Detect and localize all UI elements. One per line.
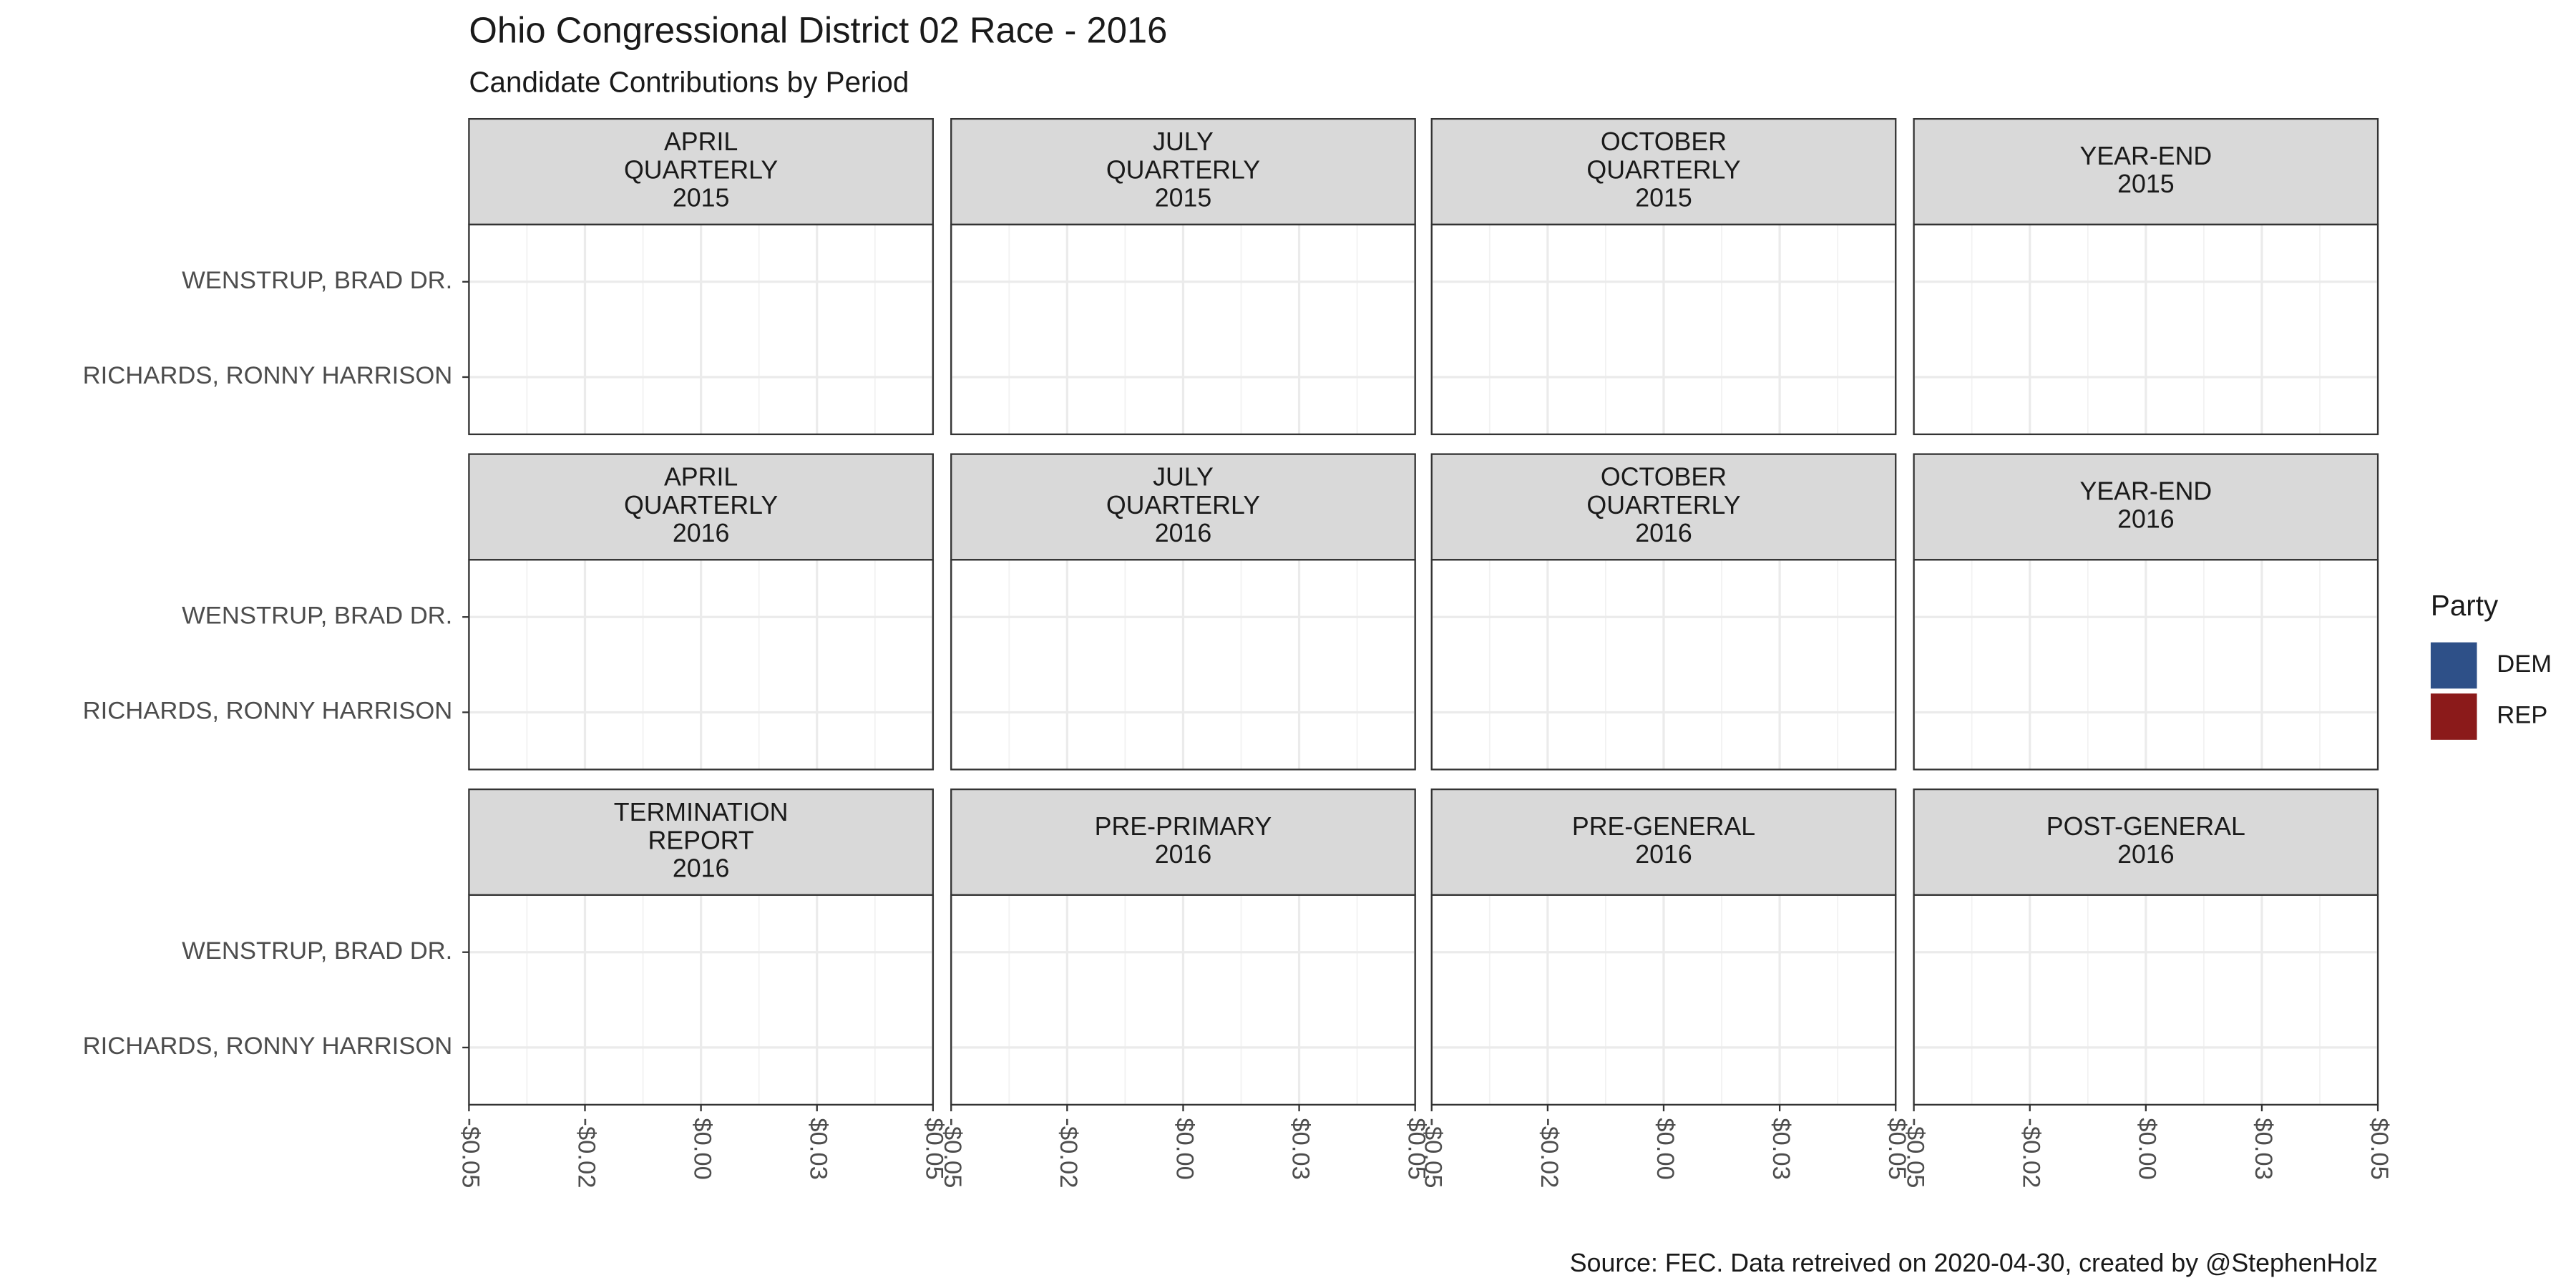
legend-label: REP — [2497, 702, 2547, 729]
panel-border — [1430, 559, 1897, 771]
caption: Source: FEC. Data retreived on 2020-04-3… — [1570, 1249, 2378, 1277]
facet-label: PRE-GENERAL — [1572, 812, 1755, 841]
facet-label: QUARTERLY — [624, 155, 778, 184]
x-tick-label: -$0.05 — [457, 1118, 484, 1188]
facet-label: REPORT — [648, 826, 753, 854]
x-tick-label: $0.00 — [2134, 1118, 2161, 1180]
chart-subtitle: Candidate Contributions by Period — [469, 65, 909, 98]
panel-border — [1913, 559, 2379, 771]
facet-strip — [1430, 453, 1897, 561]
x-tick-label: $0.03 — [1287, 1118, 1314, 1180]
panel-border — [1430, 223, 1897, 436]
facet-label: QUARTERLY — [1586, 491, 1740, 519]
y-tick-label: WENSTRUP, BRAD DR. — [182, 602, 452, 629]
x-tick-label: -$0.02 — [1536, 1118, 1563, 1188]
y-tick-label: WENSTRUP, BRAD DR. — [182, 937, 452, 965]
legend-swatch — [2430, 693, 2477, 740]
facet-strip — [950, 453, 1416, 561]
facet-label: 2015 — [1635, 184, 1692, 213]
x-tick-label: $0.03 — [2250, 1118, 2277, 1180]
y-tick-label: RICHARDS, RONNY HARRISON — [83, 362, 453, 389]
y-tick-label: WENSTRUP, BRAD DR. — [182, 267, 452, 294]
x-tick-label: $0.05 — [921, 1118, 948, 1180]
x-tick-label: $0.05 — [2366, 1118, 2393, 1180]
facet-strip — [1913, 117, 2379, 225]
facet-strip — [1430, 117, 1897, 225]
facet-label: 2015 — [1155, 184, 1212, 213]
x-tick-label: $0.03 — [805, 1118, 832, 1180]
facet-label: 2016 — [1155, 519, 1212, 547]
panel-border — [1913, 223, 2379, 436]
x-tick-label: -$0.02 — [572, 1118, 600, 1188]
facet-label: APRIL — [664, 127, 738, 156]
facet-label: QUARTERLY — [1586, 155, 1740, 184]
x-tick-label: $0.00 — [1652, 1118, 1679, 1180]
facet-strip — [1430, 788, 1897, 896]
facet-label: YEAR-END — [2079, 142, 2212, 170]
x-tick-label: $0.00 — [688, 1118, 716, 1180]
x-tick-label: $0.03 — [1767, 1118, 1795, 1180]
facet-strip — [468, 453, 934, 561]
facet-label: PRE-PRIMARY — [1095, 812, 1272, 841]
facet-label: 2015 — [673, 184, 730, 213]
x-tick-label: -$0.05 — [939, 1118, 966, 1188]
facet-label: JULY — [1153, 127, 1214, 156]
legend-swatch — [2430, 642, 2477, 689]
y-tick-label: RICHARDS, RONNY HARRISON — [83, 698, 453, 725]
x-tick-label: -$0.05 — [1420, 1118, 1447, 1188]
facet-strip — [468, 117, 934, 225]
facet-label: OCTOBER — [1601, 463, 1727, 492]
panel-border — [468, 223, 934, 436]
facet-label: 2016 — [2117, 505, 2175, 534]
facet-label: POST-GENERAL — [2046, 812, 2245, 841]
legend-label: DEM — [2497, 650, 2552, 678]
facet-label: YEAR-END — [2079, 477, 2212, 505]
facet-strip — [468, 788, 934, 896]
chart-title: Ohio Congressional District 02 Race - 20… — [469, 10, 1167, 51]
x-tick-label: $0.05 — [1883, 1118, 1911, 1180]
x-tick-label: $0.05 — [1403, 1118, 1430, 1180]
x-tick-label: -$0.05 — [1901, 1118, 1928, 1188]
x-tick-label: $0.00 — [1171, 1118, 1198, 1180]
facet-label: 2016 — [1155, 840, 1212, 869]
facet-label: TERMINATION — [614, 798, 789, 826]
facet-label: 2016 — [1635, 840, 1692, 869]
facet-label: QUARTERLY — [624, 491, 778, 519]
facet-label: 2016 — [2117, 840, 2175, 869]
facet-strip — [950, 117, 1416, 225]
panel-border — [950, 559, 1416, 771]
y-tick-label: RICHARDS, RONNY HARRISON — [83, 1033, 453, 1060]
facet-label: APRIL — [664, 463, 738, 492]
panel-border — [950, 223, 1416, 436]
legend-title: Party — [2431, 589, 2499, 622]
facet-label: JULY — [1153, 463, 1214, 492]
facet-strip — [1913, 788, 2379, 896]
facet-label: 2015 — [2117, 170, 2175, 198]
facet-label: 2016 — [1635, 519, 1692, 547]
facet-label: 2016 — [673, 854, 730, 883]
facet-label: OCTOBER — [1601, 127, 1727, 156]
x-tick-label: -$0.02 — [2018, 1118, 2045, 1188]
facet-label: QUARTERLY — [1106, 491, 1260, 519]
x-tick-label: -$0.02 — [1055, 1118, 1082, 1188]
facet-strip — [1913, 453, 2379, 561]
facet-label: 2016 — [673, 519, 730, 547]
facet-label: QUARTERLY — [1106, 155, 1260, 184]
panel-border — [468, 559, 934, 771]
